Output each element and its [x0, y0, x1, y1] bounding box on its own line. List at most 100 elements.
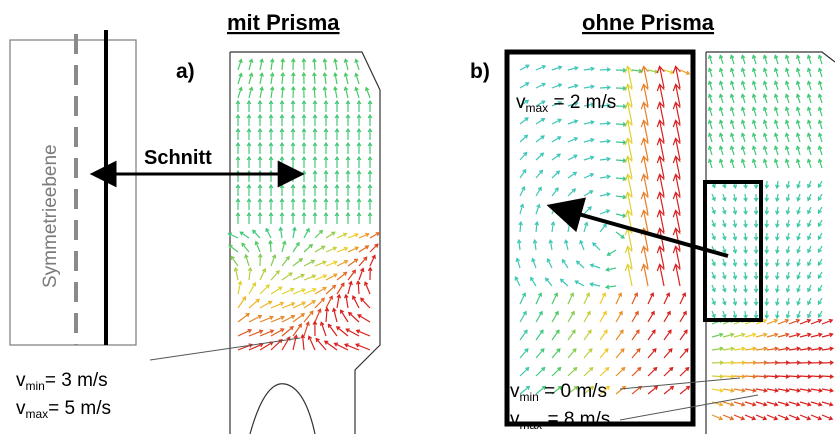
- vector-arrow: [785, 297, 791, 306]
- vector-arrow: [615, 348, 625, 359]
- vector-arrow: [303, 300, 317, 309]
- vector-arrow: [314, 260, 327, 267]
- vector-arrow: [775, 297, 780, 307]
- vector-arrow: [777, 346, 791, 352]
- vector-arrow: [336, 246, 349, 253]
- vector-arrow: [257, 211, 263, 224]
- vector-arrow: [817, 158, 823, 169]
- vector-arrow: [732, 193, 738, 202]
- vector-arrow: [743, 284, 748, 294]
- vector-arrow: [624, 119, 633, 143]
- vector-arrow: [817, 245, 823, 254]
- vector-arrow: [324, 307, 330, 323]
- vector-arrow: [640, 137, 649, 161]
- vector-arrow: [773, 158, 779, 169]
- vector-arrow: [679, 310, 687, 323]
- vector-arrow: [322, 85, 328, 99]
- vector-arrow: [358, 256, 368, 267]
- vector-arrow: [773, 80, 779, 91]
- vector-arrow: [729, 158, 735, 169]
- vector-arrow: [624, 83, 633, 107]
- vector-arrow: [235, 113, 241, 126]
- vector-arrow: [817, 310, 823, 319]
- vector-arrow: [343, 86, 349, 99]
- vector-arrow: [795, 93, 801, 104]
- vector-arrow: [788, 318, 801, 325]
- vector-arrow: [257, 197, 263, 210]
- vector-arrow: [333, 58, 338, 71]
- vector-arrow: [656, 263, 665, 287]
- vector-arrow: [795, 158, 801, 169]
- vector-arrow: [711, 374, 725, 379]
- vector-arrow: [656, 83, 665, 107]
- vector-arrow: [784, 67, 790, 78]
- vector-arrow: [806, 54, 812, 65]
- vector-arrow: [821, 318, 834, 325]
- vector-arrow: [631, 329, 640, 341]
- vector-arrow: [722, 374, 736, 379]
- vector-arrow: [751, 145, 757, 156]
- vector-arrow: [624, 245, 633, 269]
- vector-arrow: [535, 82, 547, 89]
- vector-arrow: [268, 183, 274, 196]
- vector-arrow: [821, 374, 835, 379]
- vector-arrow: [334, 169, 340, 182]
- vector-arrow: [343, 58, 349, 71]
- panel-a-vmin: vmin= 3 m/s: [16, 370, 108, 393]
- vector-arrow: [711, 414, 724, 421]
- vector-arrow: [707, 54, 713, 65]
- vector-arrow: [785, 219, 791, 228]
- vector-arrow: [631, 292, 639, 305]
- vector-arrow: [519, 203, 525, 215]
- vector-arrow: [519, 310, 527, 323]
- vector-arrow: [356, 99, 362, 112]
- vector-arrow: [281, 325, 294, 337]
- vector-arrow: [807, 310, 812, 319]
- vector-arrow: [235, 127, 241, 140]
- vector-arrow: [722, 360, 736, 365]
- vector-arrow: [753, 206, 759, 216]
- vector-arrow: [751, 132, 757, 143]
- vector-arrow: [589, 263, 601, 269]
- vector-arrow: [773, 119, 779, 130]
- vector-arrow: [246, 141, 252, 154]
- vector-arrow: [799, 388, 812, 393]
- vector-arrow: [567, 385, 579, 395]
- vector-arrow: [257, 127, 263, 140]
- vector-arrow: [672, 83, 681, 107]
- vector-arrow: [333, 342, 349, 351]
- vector-arrow: [722, 346, 736, 352]
- vector-arrow: [796, 284, 801, 293]
- vector-arrow: [567, 188, 577, 197]
- vector-arrow: [279, 141, 285, 154]
- vector-arrow: [583, 385, 595, 395]
- vector-arrow: [290, 155, 296, 168]
- vector-arrow: [583, 173, 595, 179]
- vector-arrow: [743, 206, 748, 216]
- vector-arrow: [762, 54, 768, 65]
- vector-arrow: [292, 334, 299, 351]
- vector-arrow: [312, 141, 318, 154]
- vector-arrow: [785, 245, 791, 254]
- vector-arrow: [807, 219, 812, 228]
- vector-arrow: [347, 311, 360, 323]
- vector-arrow: [722, 332, 735, 338]
- vector-arrow: [679, 292, 687, 305]
- vector-arrow: [599, 329, 608, 341]
- vector-arrow: [280, 85, 286, 99]
- vector-arrow: [599, 192, 611, 197]
- vector-arrow: [257, 99, 263, 112]
- vector-arrow: [722, 310, 727, 319]
- vector-arrow: [567, 292, 575, 305]
- vector-arrow: [279, 183, 285, 196]
- vector-arrow: [290, 127, 296, 140]
- vector-arrow: [740, 158, 746, 169]
- vector-arrow: [364, 86, 371, 99]
- vector-arrow: [246, 183, 252, 196]
- vector-arrow: [799, 318, 812, 325]
- vector-arrow: [270, 328, 285, 337]
- vector-arrow: [679, 366, 690, 377]
- vector-arrow: [248, 86, 254, 99]
- vector-arrow: [301, 99, 307, 112]
- vector-arrow: [535, 310, 543, 323]
